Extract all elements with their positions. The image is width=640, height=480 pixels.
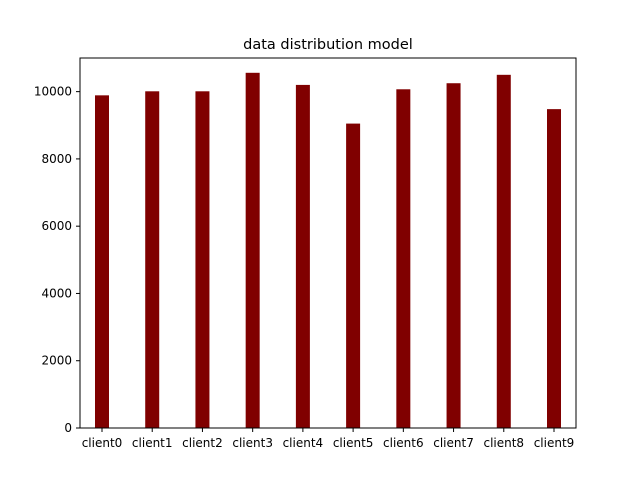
bar-client4 [295, 84, 310, 428]
x-tick-label: client3 [232, 436, 273, 450]
y-tick-label: 10000 [34, 85, 72, 99]
bar-client6 [396, 89, 411, 428]
y-tick-label: 4000 [41, 286, 72, 300]
bar-client1 [145, 91, 160, 429]
x-tick-label: client5 [333, 436, 374, 450]
x-tick-label: client0 [82, 436, 123, 450]
chart-title: data distribution model [243, 37, 413, 53]
x-axis: client0 client1 client2 client3 client4 clien… [82, 428, 575, 450]
x-tick-label: client4 [283, 436, 324, 450]
x-tick-label: client6 [383, 436, 424, 450]
x-tick-label: client8 [483, 436, 524, 450]
bar-client8 [496, 74, 511, 428]
bar-client3 [245, 72, 260, 429]
bar-client9 [547, 109, 561, 428]
bar-client2 [195, 91, 210, 429]
y-tick-label: 6000 [41, 219, 72, 233]
plot-frame [79, 57, 577, 429]
bars-layer [95, 72, 561, 429]
x-tick-label: client2 [182, 436, 223, 450]
y-axis: 0 2000 4000 6000 8000 10000 [34, 85, 80, 435]
bar-client0 [95, 95, 109, 428]
bar-client5 [346, 123, 361, 428]
y-tick-label: 2000 [41, 354, 72, 368]
x-tick-label: client1 [132, 436, 173, 450]
y-tick-label: 0 [64, 421, 72, 435]
bar-client7 [446, 83, 461, 428]
x-tick-label: client9 [534, 436, 575, 450]
y-tick-label: 8000 [41, 152, 72, 166]
x-tick-label: client7 [433, 436, 474, 450]
